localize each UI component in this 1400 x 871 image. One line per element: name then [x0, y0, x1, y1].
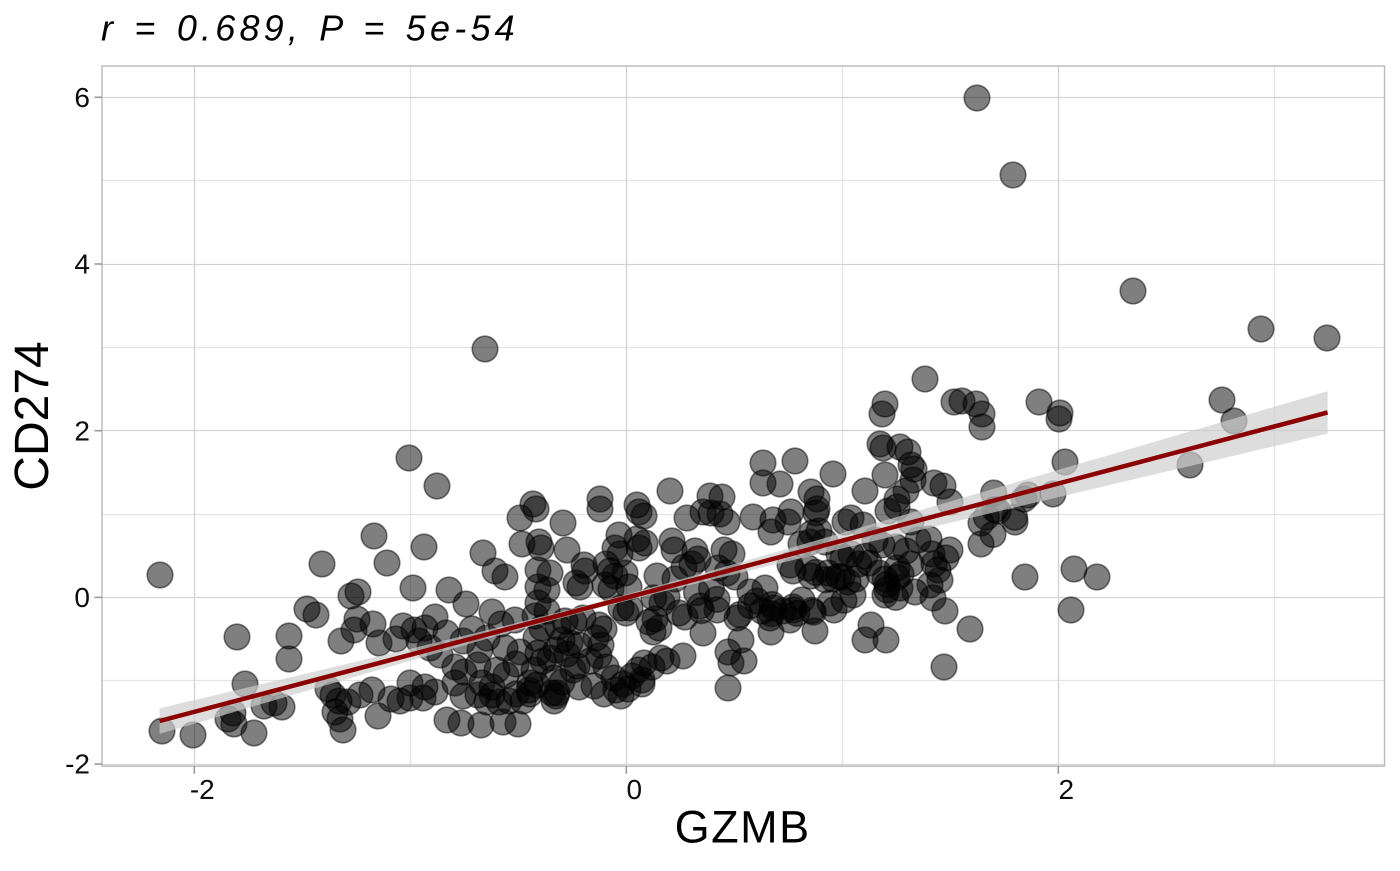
svg-text:2: 2 [1059, 774, 1075, 805]
svg-text:0: 0 [74, 582, 90, 613]
svg-text:6: 6 [74, 82, 90, 113]
svg-text:0: 0 [627, 774, 643, 805]
svg-text:2: 2 [74, 415, 90, 446]
svg-text:-2: -2 [65, 749, 90, 780]
svg-text:r = 0.689, P = 5e-54: r = 0.689, P = 5e-54 [101, 8, 519, 49]
svg-text:4: 4 [74, 249, 90, 280]
svg-text:GZMB: GZMB [675, 801, 811, 852]
svg-text:-2: -2 [190, 774, 215, 805]
svg-text:CD274: CD274 [6, 341, 59, 490]
